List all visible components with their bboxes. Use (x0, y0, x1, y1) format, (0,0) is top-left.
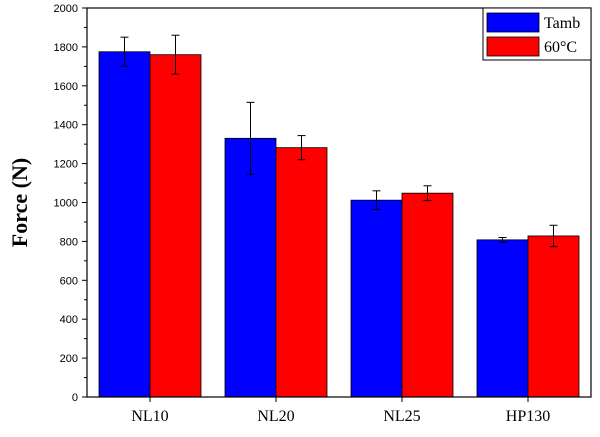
y-tick-label: 200 (60, 353, 78, 365)
y-tick-label: 400 (60, 314, 78, 326)
x-tick-label: NL10 (131, 408, 168, 425)
bar-60c-nl20 (275, 147, 328, 398)
bar-tamb-nl25 (350, 199, 403, 398)
bar-60c-nl25 (401, 192, 454, 398)
bars-layer (98, 34, 580, 398)
legend-swatch (486, 36, 540, 57)
bar-60c-hp130 (527, 235, 580, 398)
y-tick-label: 1200 (54, 159, 78, 171)
y-tick-label: 1800 (54, 42, 78, 54)
y-tick-label: 600 (60, 275, 78, 287)
bar-tamb-hp130 (476, 239, 529, 398)
y-tick-label: 1000 (54, 198, 78, 210)
legend: Tamb 60°C (482, 7, 592, 61)
x-tick-label: NL20 (257, 408, 294, 425)
bar-60c-nl10 (149, 54, 202, 398)
y-tick-label: 2000 (54, 3, 78, 15)
y-tick-label: 800 (60, 236, 78, 248)
y-tick-label: 1600 (54, 81, 78, 93)
tick-layer: 0 200 400 600 800 1000 1200 1400 1600 1800 2000 NL1… (54, 3, 551, 425)
y-tick-label: 0 (72, 392, 78, 404)
legend-swatch (486, 12, 540, 33)
legend-label: Tamb (544, 15, 580, 32)
x-tick-label: NL25 (383, 408, 420, 425)
x-tick-label: HP130 (506, 408, 550, 425)
y-axis-label: Force (N) (7, 158, 32, 247)
bar-tamb-nl20 (224, 137, 277, 398)
plot-frame (86, 7, 592, 398)
y-tick-label: 1400 (54, 120, 78, 132)
bar-tamb-nl10 (98, 51, 151, 398)
legend-label: 60°C (544, 39, 577, 56)
